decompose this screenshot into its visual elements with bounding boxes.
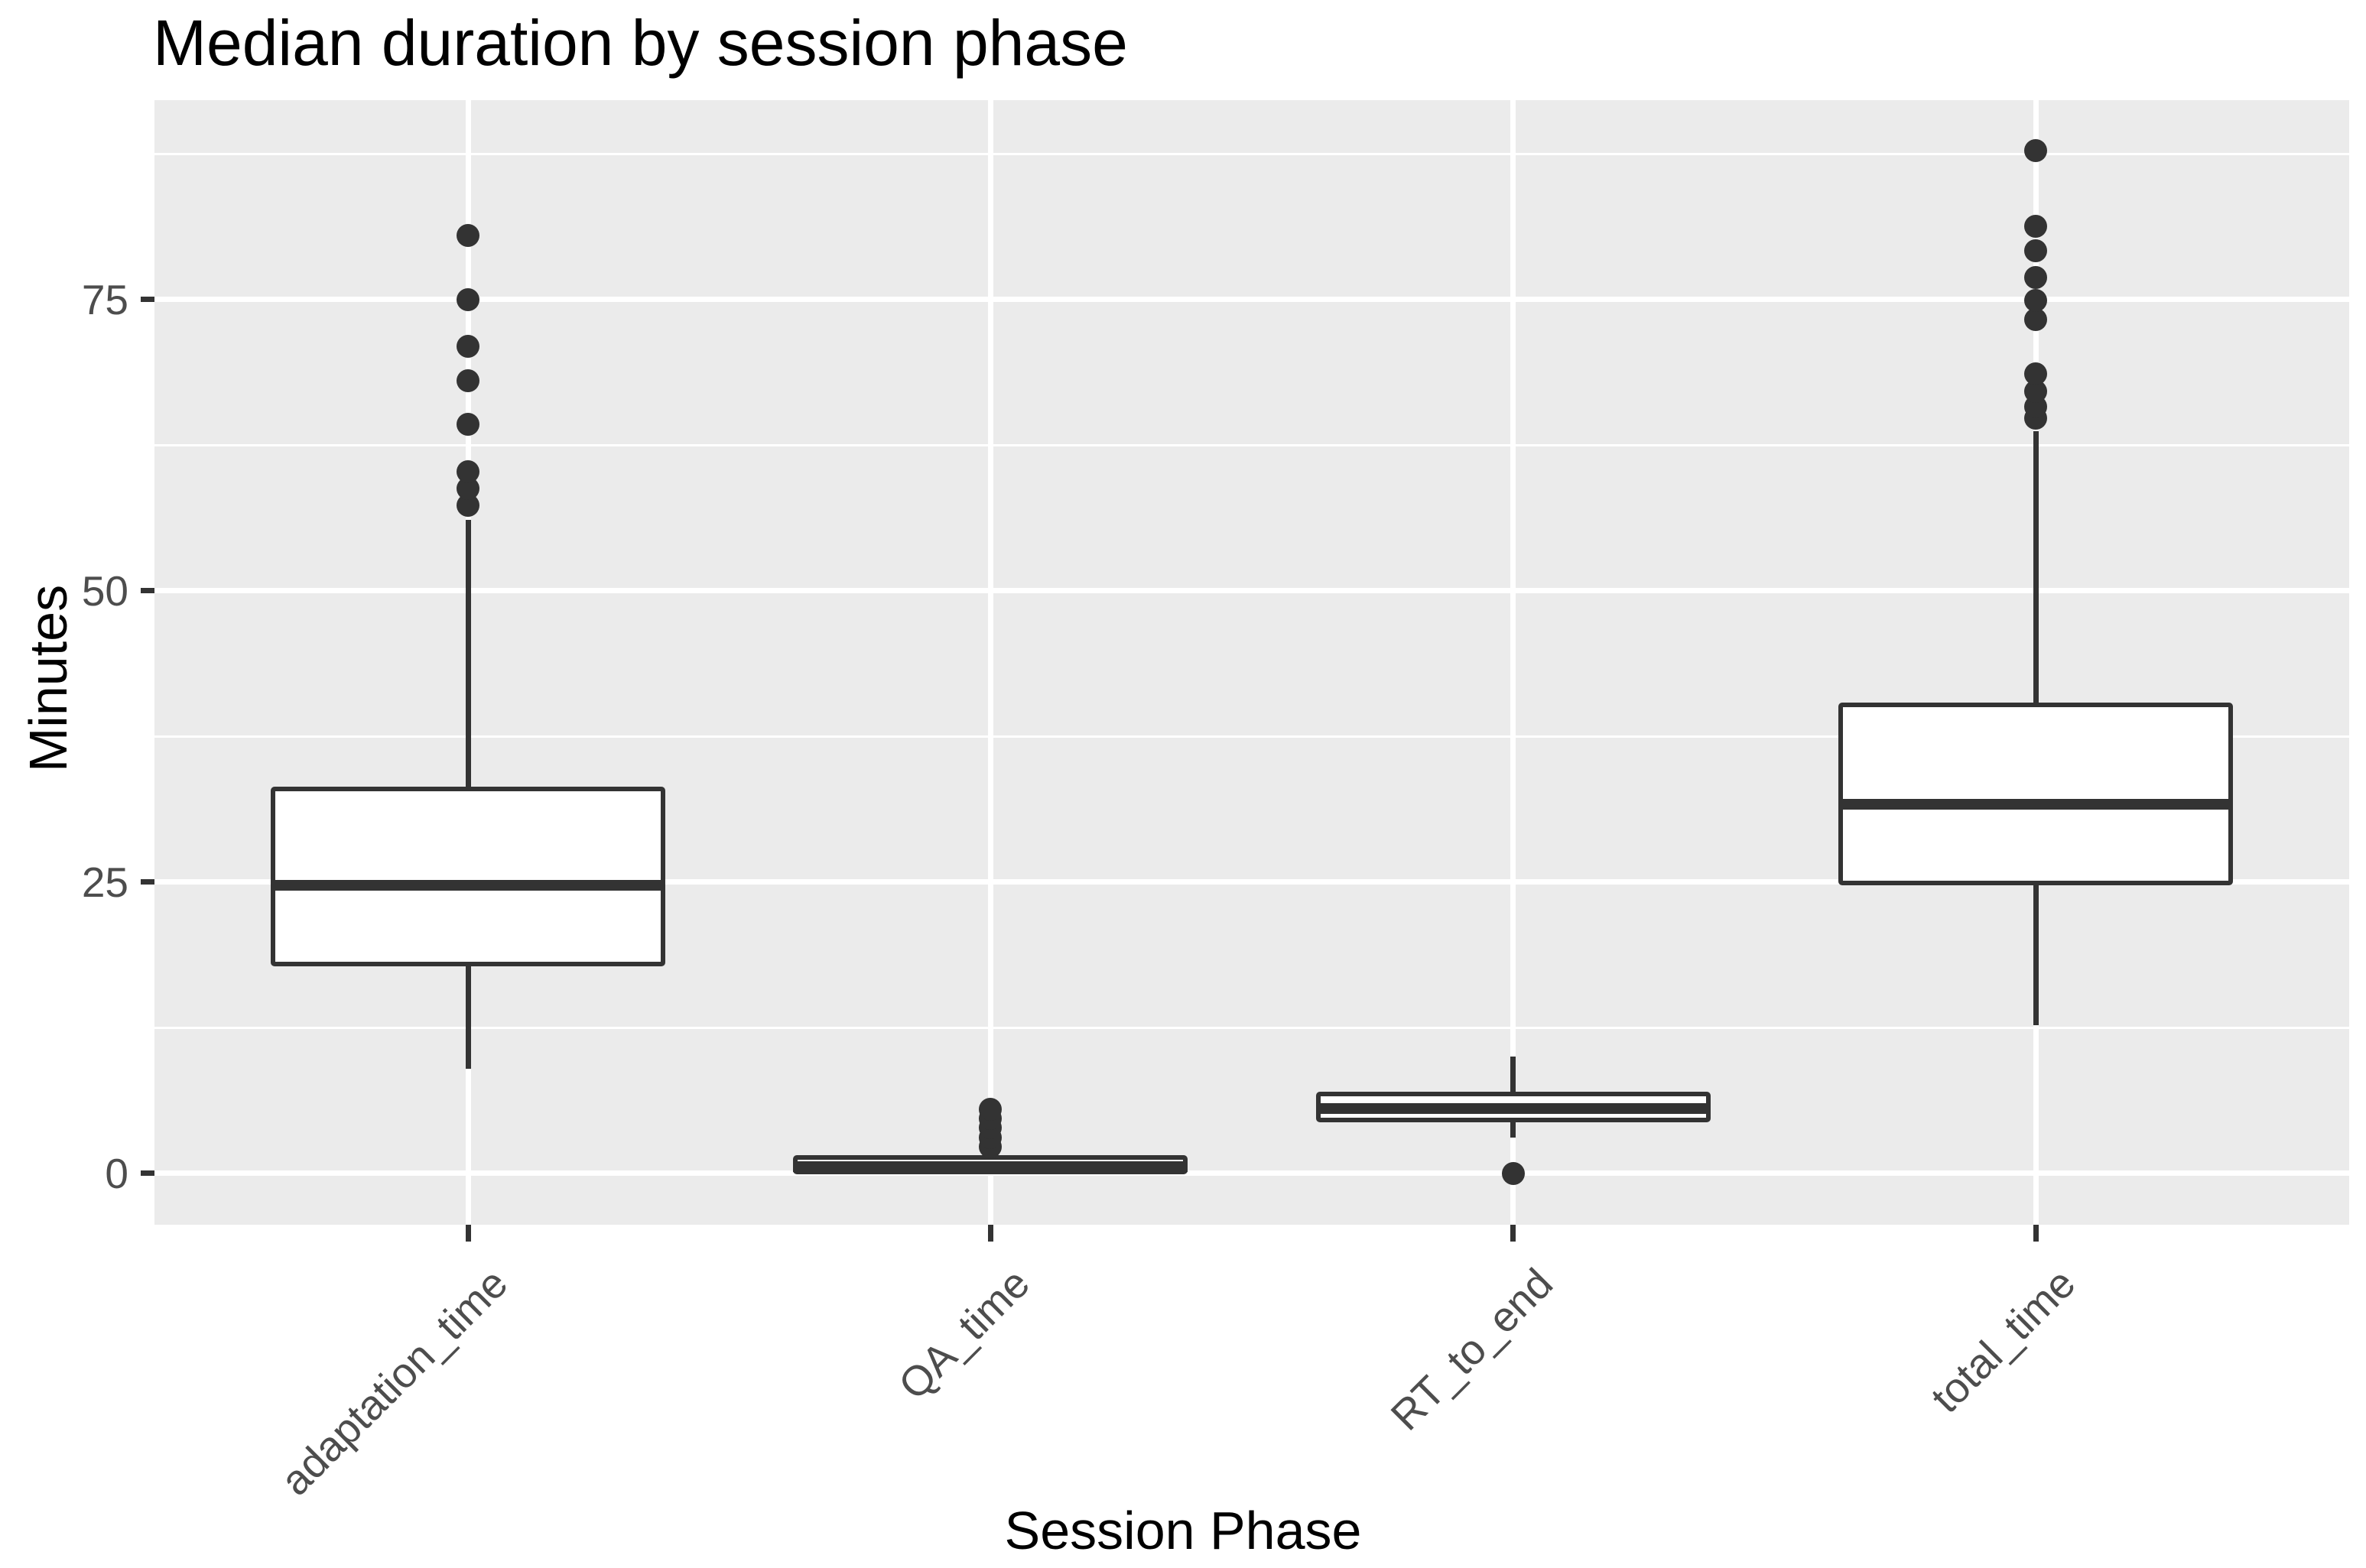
x-axis-tick	[465, 1225, 471, 1242]
x-tick-label-RT_to_end: RT_to_end	[1381, 1259, 1562, 1440]
median-line-total_time	[1838, 798, 2233, 810]
y-tick-label: 50	[81, 566, 128, 615]
plot-panel	[154, 100, 2349, 1225]
x-axis-tick	[1510, 1225, 1516, 1242]
x-major-gridline	[1510, 100, 1516, 1225]
x-tick-label-total_time: total_time	[1921, 1259, 2085, 1422]
outlier-dot-total_time	[2024, 362, 2047, 386]
y-tick-label: 25	[81, 858, 128, 906]
median-line-QA_time	[793, 1161, 1188, 1172]
x-axis-tick	[987, 1225, 993, 1242]
y-minor-gridline	[154, 735, 2349, 738]
outlier-dot-RT_to_end	[1501, 1161, 1525, 1185]
box-total_time	[1838, 703, 2233, 886]
y-major-gridline	[154, 879, 2349, 885]
x-tick-label-adaptation_time: adaptation_time	[271, 1259, 517, 1505]
y-axis-tick	[141, 297, 154, 303]
outlier-dot-adaptation_time	[457, 460, 479, 484]
x-axis-tick	[2033, 1225, 2039, 1242]
outlier-dot-total_time	[2024, 265, 2047, 289]
median-line-adaptation_time	[271, 880, 665, 891]
y-minor-gridline	[154, 1026, 2349, 1029]
outlier-dot-adaptation_time	[457, 334, 479, 358]
y-minor-gridline	[154, 152, 2349, 155]
y-tick-label: 75	[81, 275, 128, 323]
outlier-dot-adaptation_time	[457, 412, 479, 436]
outlier-dot-total_time	[2024, 289, 2047, 313]
box-adaptation_time	[271, 786, 665, 966]
y-axis-tick	[141, 1170, 154, 1177]
y-axis-title: Minutes	[18, 584, 78, 772]
outlier-dot-adaptation_time	[457, 287, 479, 311]
outlier-dot-adaptation_time	[457, 223, 479, 247]
outlier-dot-QA_time	[979, 1098, 1003, 1122]
x-axis-title: Session Phase	[1004, 1501, 1362, 1560]
y-axis-tick	[141, 879, 154, 885]
x-tick-label-QA_time: QA_time	[889, 1259, 1039, 1409]
x-major-gridline	[987, 100, 993, 1225]
y-minor-gridline	[154, 443, 2349, 446]
y-major-gridline	[154, 1170, 2349, 1177]
chart-title: Median duration by session phase	[153, 7, 1128, 79]
y-axis-tick	[141, 588, 154, 594]
outlier-dot-adaptation_time	[457, 369, 479, 393]
y-major-gridline	[154, 588, 2349, 594]
outlier-dot-total_time	[2024, 138, 2047, 162]
y-tick-label: 0	[105, 1149, 128, 1197]
outlier-dot-total_time	[2024, 214, 2047, 238]
outlier-dot-total_time	[2024, 239, 2047, 262]
median-line-RT_to_end	[1315, 1102, 1711, 1114]
y-major-gridline	[154, 297, 2349, 303]
